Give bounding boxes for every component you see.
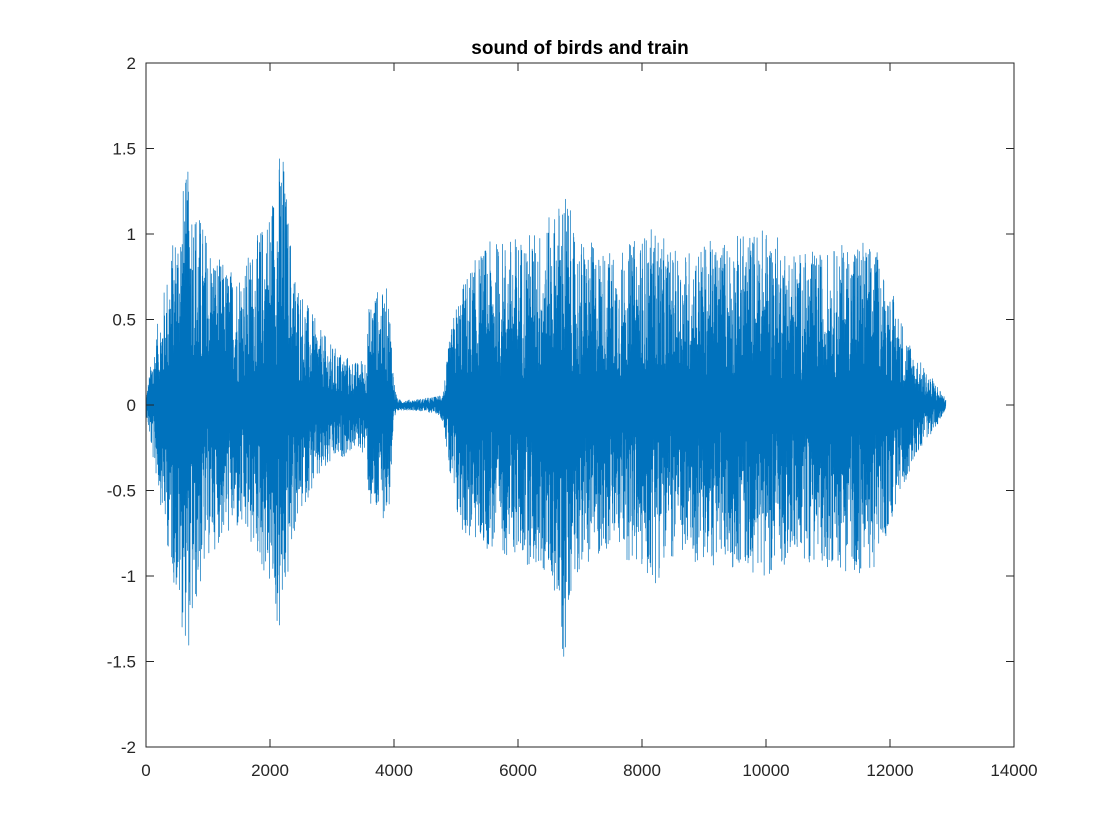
x-tick-label: 6000 [499,761,537,780]
y-tick-labels: -2 -1.5 -1 -0.5 0 0.5 1 1.5 2 [107,54,136,757]
x-tick-label: 8000 [623,761,661,780]
y-tick-label: -1.5 [107,653,136,672]
y-tick-label: -0.5 [107,482,136,501]
plot-box [145,62,1015,748]
x-tick-label: 2000 [251,761,289,780]
x-tick-label: 0 [141,761,150,780]
y-tick-label: -1 [121,567,136,586]
y-tick-label: 1.5 [112,140,136,159]
x-tick-labels: 0 2000 4000 6000 8000 10000 12000 14000 [141,761,1037,780]
x-tick-label: 10000 [742,761,789,780]
waveform-line [145,158,947,657]
chart-title: sound of birds and train [471,38,688,59]
x-tick-label: 12000 [866,761,913,780]
x-tick-label: 4000 [375,761,413,780]
y-tick-label: 0 [127,396,136,415]
y-tick-label: 0.5 [112,311,136,330]
x-tick-label: 14000 [990,761,1037,780]
y-tick-label: -2 [121,738,136,757]
y-tick-label: 2 [127,54,136,73]
y-tick-label: 1 [127,225,136,244]
waveform-series [145,158,947,657]
